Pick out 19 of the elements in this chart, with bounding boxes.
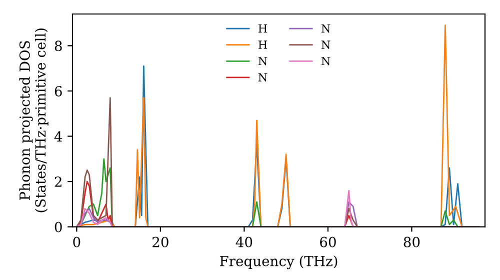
legend-label: H	[258, 24, 267, 32]
legend-label: N	[322, 24, 330, 33]
y-tick-label: 6	[54, 86, 62, 96]
y-tick-label: 8	[54, 40, 62, 52]
y-tick-label: 4	[54, 131, 62, 142]
x-tick-label: 40	[236, 236, 252, 248]
legend-label: N	[258, 56, 268, 66]
x-tick-label: 20	[152, 236, 168, 248]
y-tick-label: 2	[54, 176, 62, 187]
legend-label: N	[322, 40, 330, 49]
x-axis-title: Frequency (THz)	[220, 256, 338, 270]
x-tick-label: 0	[73, 236, 80, 248]
legend-label: N	[258, 73, 268, 82]
x-tick-label: 80	[404, 236, 420, 248]
y-tick-label: 0	[54, 222, 62, 232]
legend-label: H	[258, 40, 267, 49]
y-axis-title: Phonon projected DOS (States/THz·primitive cell)	[19, 28, 48, 212]
x-tick-label: 60	[320, 236, 336, 248]
legend-label: N	[322, 56, 330, 66]
